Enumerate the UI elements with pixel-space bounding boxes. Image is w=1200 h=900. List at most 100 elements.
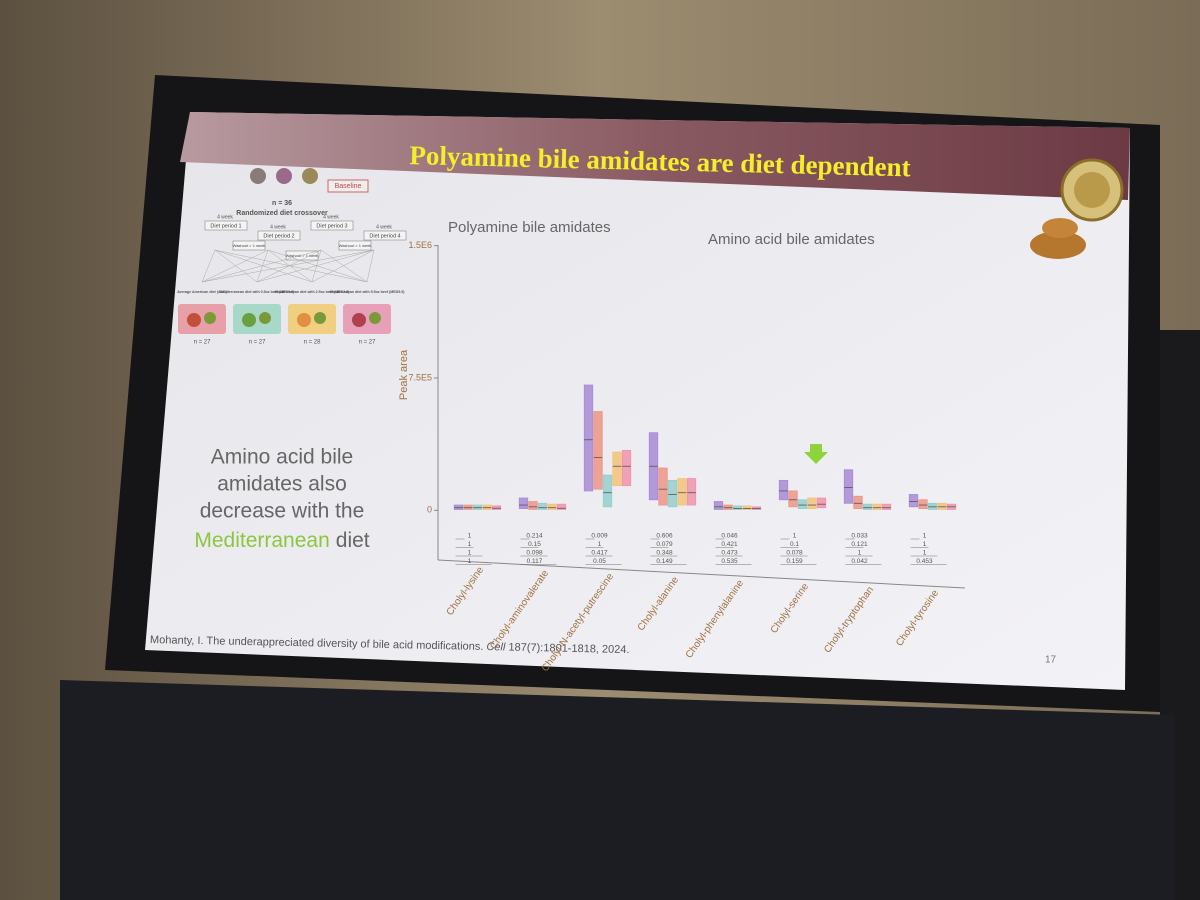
baseline-box (327, 179, 369, 193)
p-value: 1 (468, 533, 472, 540)
washout-label: Washout > 1 week (339, 243, 372, 248)
box (482, 504, 492, 510)
person-icon (250, 168, 266, 184)
side-text: Amino acid bile (211, 446, 353, 469)
p-value: 0.214 (526, 533, 543, 540)
period-label: Diet period 4 (369, 233, 400, 239)
p-value: 0.421 (721, 541, 738, 548)
p-value: 1 (858, 550, 862, 557)
citation-journal: Cell (486, 641, 506, 653)
citation-details: 187(7):1801-1818, 2024. (508, 641, 629, 656)
p-value: 1 (598, 541, 602, 548)
washout-label: Washout > 1 week (233, 243, 266, 248)
period-box (204, 220, 248, 231)
y-tick-label: 1.5E6 (408, 240, 432, 250)
box (602, 474, 613, 508)
period-duration: 4 week (217, 214, 233, 220)
title-band (180, 112, 1130, 200)
box (518, 497, 529, 509)
box (537, 502, 548, 510)
food-item (297, 313, 311, 327)
p-value: 0.121 (851, 541, 868, 548)
diet-n: n = 27 (194, 340, 212, 346)
section-label: Amino acid bile amidates (708, 231, 875, 248)
p-value: 0.046 (721, 533, 738, 540)
food-item (369, 312, 381, 324)
p-value: 0.079 (656, 541, 673, 548)
crossover-line (267, 249, 368, 283)
crossover-line (256, 249, 375, 283)
box (937, 502, 947, 510)
washout-box (232, 240, 266, 251)
side-text: decrease with the (200, 500, 365, 523)
crossover-line (320, 249, 368, 283)
p-value: 0.149 (656, 558, 673, 565)
box (742, 505, 752, 510)
box (463, 504, 473, 510)
box (612, 451, 622, 487)
period-duration: 4 week (376, 224, 392, 230)
box (853, 495, 863, 509)
food-item (187, 313, 201, 327)
box (778, 479, 789, 501)
highlight: Mediterranean (194, 529, 329, 552)
crossover-line (256, 249, 269, 283)
p-value: 0.159 (786, 558, 803, 565)
crossover-line (201, 249, 322, 283)
box (918, 499, 928, 509)
diet-label: Mediterranean diet with 0.5oz beef (MED0… (220, 290, 296, 294)
p-value: 0.606 (656, 533, 673, 540)
diet-n: n = 27 (359, 340, 377, 346)
p-value: 0.009 (591, 533, 608, 540)
box (491, 505, 502, 510)
diet-image (288, 304, 336, 334)
box (816, 497, 827, 509)
section-label: Polyamine bile amidates (448, 219, 611, 236)
baseline-label: Baseline (335, 183, 362, 190)
box (658, 467, 668, 506)
y-axis-label: Peak area (398, 349, 410, 400)
p-value: 0.453 (916, 558, 933, 565)
box (862, 503, 873, 510)
food-item (204, 312, 216, 324)
washout-box (285, 250, 319, 261)
p-value: 0.473 (721, 550, 738, 557)
box (732, 505, 743, 510)
box (872, 503, 882, 510)
box (667, 479, 678, 508)
washout-box (338, 240, 372, 251)
crossover-line (214, 249, 258, 283)
box (528, 501, 538, 510)
y-tick-label: 0 (427, 505, 432, 515)
p-value: 0.535 (721, 558, 738, 565)
p-value: 1 (468, 541, 472, 548)
crossover-line (366, 249, 375, 283)
poop-icon-top (1042, 218, 1078, 238)
design-label: Randomized diet crossover (236, 210, 328, 217)
diet-label: Mediterranean diet with 2.5oz beef (MED2… (275, 290, 351, 294)
box (556, 503, 567, 510)
p-value: 0.098 (526, 550, 543, 557)
box (843, 469, 854, 504)
p-value: 1 (468, 558, 472, 565)
box (751, 506, 762, 510)
study-design: Baseline n = 36 Randomized diet crossove… (177, 168, 407, 346)
person-icon (276, 168, 292, 184)
diet-n: n = 27 (249, 340, 267, 346)
food-item (242, 313, 256, 327)
diet-n: n = 28 (304, 340, 322, 346)
box (593, 411, 603, 490)
diet-image (343, 304, 391, 334)
food-item (314, 312, 326, 324)
p-value: 0.033 (851, 533, 868, 540)
y-tick-label: 7.5E5 (408, 372, 432, 382)
side-text: amidates also (217, 473, 347, 496)
box (881, 503, 892, 510)
p-value: 0.05 (593, 558, 606, 565)
p-value: 1 (468, 550, 472, 557)
box (472, 504, 483, 510)
box (723, 504, 733, 510)
person-icon (302, 168, 318, 184)
